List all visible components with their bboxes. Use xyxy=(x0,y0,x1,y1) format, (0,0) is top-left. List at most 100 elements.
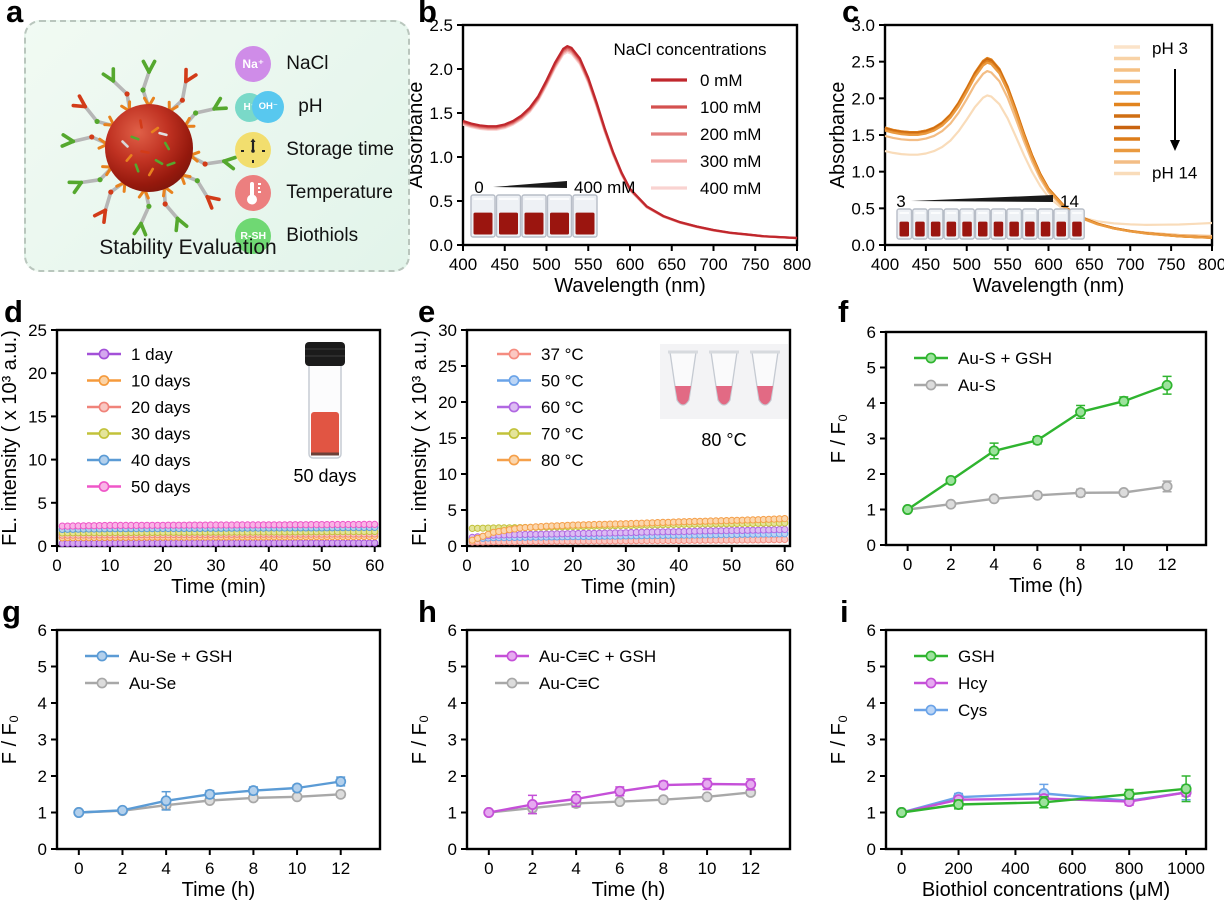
chart-c: 0.0 0.5 1.0 1.5 2.0 2.5 3.0 400 450 500 550 600 650 7… xyxy=(827,16,1224,297)
svg-text:3: 3 xyxy=(867,731,876,750)
svg-text:30: 30 xyxy=(438,321,457,340)
stability-legend-item-nacl: Na⁺ NaCl xyxy=(235,42,394,85)
svg-text:10: 10 xyxy=(288,859,307,878)
svg-text:8: 8 xyxy=(659,859,668,878)
stability-legend-item-storage-time: Storage time xyxy=(235,128,394,171)
panel-letter-b: b xyxy=(418,0,437,29)
svg-text:0: 0 xyxy=(903,555,912,574)
svg-text:6: 6 xyxy=(38,621,47,640)
spectrum-series xyxy=(462,45,798,240)
stability-legend-label: NaCl xyxy=(286,52,329,74)
svg-text:40: 40 xyxy=(259,556,278,575)
panel-h: h 0 1 2 3 4 5 6 0 2 4 6 8 10 12 Time (h) F / F₀ Au-C≡C +… xyxy=(410,596,820,903)
svg-text:2.5: 2.5 xyxy=(851,53,875,72)
svg-text:20: 20 xyxy=(438,393,457,412)
svg-text:0: 0 xyxy=(38,840,47,859)
panel-letter-c: c xyxy=(842,0,860,29)
panel-letter-i: i xyxy=(840,594,849,629)
svg-text:0.0: 0.0 xyxy=(429,236,453,255)
axes: 0 5 10 15 20 25 30 0 10 20 30 40 50 60 Time (min) FL. i… xyxy=(410,321,794,598)
svg-text:60: 60 xyxy=(775,556,794,575)
svg-text:F / F₀: F / F₀ xyxy=(0,715,21,764)
svg-text:8: 8 xyxy=(249,859,258,878)
svg-text:4: 4 xyxy=(989,555,998,574)
svg-text:3: 3 xyxy=(896,192,905,211)
svg-text:1: 1 xyxy=(867,501,876,520)
svg-text:pH 14: pH 14 xyxy=(1152,164,1197,183)
svg-text:2: 2 xyxy=(38,767,47,786)
svg-text:Biothiol concentrations (μM): Biothiol concentrations (μM) xyxy=(922,879,1170,901)
svg-text:600: 600 xyxy=(616,255,644,274)
svg-text:Au-S + GSH: Au-S + GSH xyxy=(958,349,1052,368)
svg-text:6: 6 xyxy=(615,859,624,878)
svg-text:600: 600 xyxy=(1058,859,1086,878)
panel-letter-f: f xyxy=(838,294,849,329)
svg-text:5: 5 xyxy=(38,494,47,513)
stability-legend-label: Biothiols xyxy=(286,224,359,246)
svg-text:10: 10 xyxy=(698,859,717,878)
svg-text:Au-C≡C: Au-C≡C xyxy=(539,674,600,693)
svg-text:0.0: 0.0 xyxy=(851,236,875,255)
svg-text:50 days: 50 days xyxy=(131,478,191,497)
svg-text:Time (min): Time (min) xyxy=(171,576,266,598)
svg-text:30: 30 xyxy=(206,556,225,575)
svg-text:4: 4 xyxy=(161,859,170,878)
svg-text:750: 750 xyxy=(1157,255,1185,274)
svg-text:12: 12 xyxy=(331,859,350,878)
svg-text:2: 2 xyxy=(946,555,955,574)
svg-text:650: 650 xyxy=(658,255,686,274)
axes: 0.0 0.5 1.0 1.5 2.0 2.5 3.0 400 450 500 550 600 650 7… xyxy=(827,16,1224,297)
svg-text:40 days: 40 days xyxy=(131,451,191,470)
svg-text:4: 4 xyxy=(448,694,457,713)
svg-text:0: 0 xyxy=(52,556,61,575)
svg-text:200: 200 xyxy=(944,859,972,878)
chart-b: 0.0 0.5 1.0 1.5 2.0 2.5 400 450 500 550 600 650 700 7… xyxy=(410,16,811,297)
panel-d: d 0 5 10 15 20 25 0 10 20 30 40 50 60 Time (min) FL. i… xyxy=(0,296,410,600)
stability-legend: Na⁺ NaCl H⁺ OH⁻ pH Storage time Temperature R-S… xyxy=(235,42,394,257)
svg-text:15: 15 xyxy=(28,407,47,426)
svg-text:40: 40 xyxy=(669,556,688,575)
legend: 1 day 10 days 20 days 30 days 40 days 50 days xyxy=(87,345,191,497)
stability-legend-label: pH xyxy=(298,95,323,117)
svg-text:6: 6 xyxy=(1033,555,1042,574)
svg-text:Au-Se + GSH: Au-Se + GSH xyxy=(129,647,232,666)
panel-letter-h: h xyxy=(418,594,437,629)
legend: GSH Hcy Cys xyxy=(914,647,995,720)
panel-letter-e: e xyxy=(418,294,436,329)
svg-text:3: 3 xyxy=(38,731,47,750)
svg-text:400 mM: 400 mM xyxy=(700,179,761,198)
svg-text:550: 550 xyxy=(574,255,602,274)
stability-legend-item-biothiols: R-SH Biothiols xyxy=(235,214,394,257)
svg-text:2: 2 xyxy=(867,465,876,484)
svg-text:2.0: 2.0 xyxy=(429,60,453,79)
svg-text:30: 30 xyxy=(616,556,635,575)
stability-legend-label: Temperature xyxy=(286,181,393,203)
biothiols-icon: R-SH xyxy=(235,217,272,254)
svg-text:6: 6 xyxy=(205,859,214,878)
nanoparticle xyxy=(60,59,238,237)
panel-letter-a: a xyxy=(6,0,24,29)
svg-text:Time (min): Time (min) xyxy=(581,576,676,598)
svg-text:pH 3: pH 3 xyxy=(1152,39,1188,58)
svg-text:6: 6 xyxy=(448,621,457,640)
svg-text:400: 400 xyxy=(449,255,477,274)
svg-text:6: 6 xyxy=(867,323,876,342)
stability-evaluation-box: Na⁺ NaCl H⁺ OH⁻ pH Storage time Temperature R-S… xyxy=(24,20,410,272)
svg-text:Cys: Cys xyxy=(958,701,987,720)
svg-text:800: 800 xyxy=(783,255,811,274)
svg-text:Time (h): Time (h) xyxy=(1009,575,1083,597)
chart-d: 0 5 10 15 20 25 0 10 20 30 40 50 60 Time (min) FL. int… xyxy=(0,321,384,598)
svg-text:FL. intensity ( x 10³ a.u.): FL. intensity ( x 10³ a.u.) xyxy=(0,330,21,546)
legend: Au-S + GSH Au-S xyxy=(914,349,1052,395)
svg-text:60 °C: 60 °C xyxy=(541,398,584,417)
svg-text:2: 2 xyxy=(867,767,876,786)
svg-text:1: 1 xyxy=(38,804,47,823)
svg-text:5: 5 xyxy=(867,658,876,677)
svg-text:1.5: 1.5 xyxy=(851,126,875,145)
legend: Au-Se + GSH Au-Se xyxy=(85,647,232,693)
